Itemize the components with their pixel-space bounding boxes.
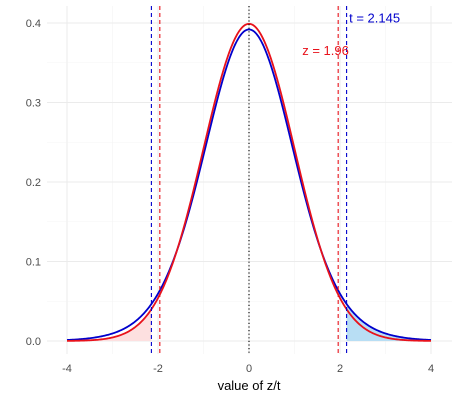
annotation-label: t = 2.145 [349,10,400,25]
annotations: z = 1.96 t = 2.145 [302,10,400,58]
curves [66,22,432,342]
x-tick-label: -2 [153,363,163,375]
x-axis-label: value of z/t [218,378,281,393]
x-tick-label: 0 [246,363,252,375]
tail-area [346,304,431,341]
x-tick-label: 2 [337,363,343,375]
tick-labels: -4 -2 0 2 4 0.0 0.1 0.2 0.3 0.4 [26,18,434,375]
z-density-line [66,22,432,342]
critical-value-lines [150,6,348,354]
y-tick-label: 0.0 [26,336,41,348]
y-tick-label: 0.4 [26,18,41,30]
tail-shading [67,304,431,341]
tail-area [67,309,152,341]
x-tick-label: 4 [428,363,434,375]
t-density-line [66,28,432,341]
annotation-label: z = 1.96 [302,43,349,58]
y-tick-label: 0.1 [26,257,41,269]
y-tick-label: 0.2 [26,177,41,189]
y-tick-label: 0.3 [26,98,41,110]
x-tick-label: -4 [62,363,72,375]
